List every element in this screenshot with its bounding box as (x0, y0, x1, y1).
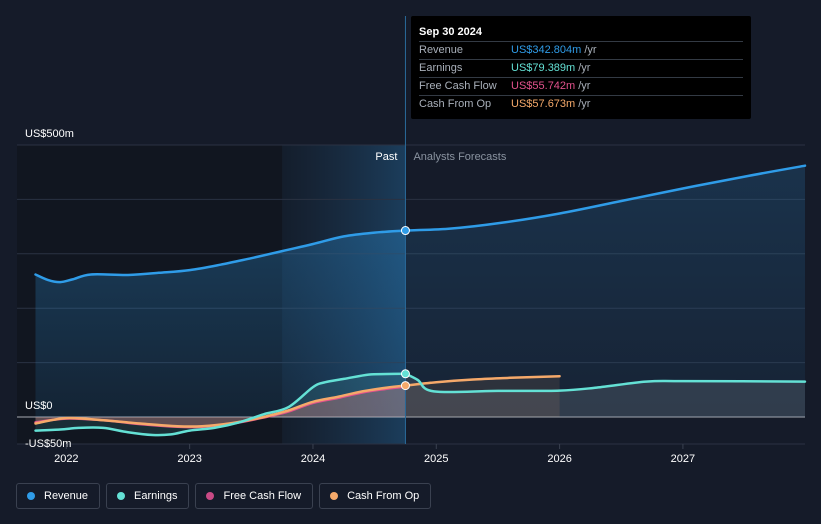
legend-label: Free Cash Flow (223, 490, 302, 502)
series-markers (400, 226, 410, 391)
y-axis-label: US$0 (25, 400, 53, 412)
legend-item-cash-from-op[interactable]: Cash From Op (319, 483, 432, 509)
cash-from-op-forecast-line (404, 374, 561, 387)
cash-from-op-marker (400, 381, 410, 391)
legend-label: Cash From Op (347, 490, 420, 502)
tooltip-unit: /yr (578, 98, 591, 110)
earnings-forecast-line (404, 372, 807, 394)
tooltip-unit: /yr (578, 62, 591, 74)
tooltip-row-revenue: Revenue US$342.804m /yr (419, 41, 743, 59)
tooltip-label: Free Cash Flow (419, 80, 497, 92)
tooltip-date: Sep 30 2024 (419, 26, 482, 38)
tooltip-row-earnings: Earnings US$79.389m /yr (419, 59, 743, 77)
free-cash-flow-area (35, 386, 406, 428)
tooltip-label: Cash From Op (419, 98, 492, 110)
y-axis-label: US$500m (25, 128, 74, 140)
x-tick-label: 2027 (671, 453, 695, 465)
legend-dot-icon (27, 492, 35, 500)
legend-dot-icon (117, 492, 126, 500)
legend-item-free-cash-flow[interactable]: Free Cash Flow (195, 483, 314, 509)
x-tick-label: 2022 (54, 453, 78, 465)
revenue-area (35, 230, 406, 417)
revenue-line (34, 229, 407, 284)
past-label: Past (375, 151, 397, 163)
y-axis-labels: US$500m US$0 -US$50m (25, 128, 74, 450)
tooltip-label: Revenue (419, 44, 464, 56)
forecast-label: Analysts Forecasts (413, 151, 506, 163)
series-lines (34, 164, 807, 437)
tooltip-value: US$342.804m (511, 44, 582, 56)
revenue-forecast-area (405, 165, 805, 417)
legend-dot-icon (206, 492, 215, 500)
tooltip: Sep 30 2024 Revenue US$342.804m /yr Earn… (411, 16, 751, 119)
tooltip-row-cash-from-op: Cash From Op US$57.673m /yr (419, 95, 743, 113)
legend-item-revenue[interactable]: Revenue (16, 483, 101, 509)
earnings-line (34, 372, 407, 437)
tooltip-unit: /yr (578, 80, 591, 92)
y-axis-label: -US$50m (25, 438, 71, 450)
tooltip-label: Earnings (419, 62, 463, 74)
earnings-marker (400, 369, 410, 379)
cash-from-op-area (35, 385, 406, 427)
tooltip-unit: /yr (584, 44, 597, 56)
x-tick-label: 2025 (424, 453, 448, 465)
legend-item-earnings[interactable]: Earnings (106, 483, 190, 509)
x-tick-label: 2026 (547, 453, 571, 465)
area-fills (35, 165, 805, 436)
tooltip-value: US$79.389m (511, 62, 576, 74)
x-axis-ticks: 2022 2023 2024 2025 2026 2027 (54, 444, 695, 465)
legend: Revenue Earnings Free Cash Flow Cash Fro… (16, 483, 432, 509)
x-tick-label: 2023 (177, 453, 201, 465)
revenue-marker (400, 226, 410, 236)
cash-from-op-forecast-area (405, 376, 560, 417)
earnings-forecast-area (405, 373, 805, 417)
legend-label: Earnings (134, 490, 178, 502)
revenue-forecast-line (404, 164, 807, 232)
earnings-area (35, 373, 406, 436)
tooltip-value: US$55.742m (511, 80, 576, 92)
legend-label: Revenue (44, 490, 89, 502)
tooltip-value: US$57.673m (511, 98, 576, 110)
legend-dot-icon (330, 492, 339, 500)
x-tick-label: 2024 (301, 453, 325, 465)
tooltip-row-free-cash-flow: Free Cash Flow US$55.742m /yr (419, 77, 743, 95)
